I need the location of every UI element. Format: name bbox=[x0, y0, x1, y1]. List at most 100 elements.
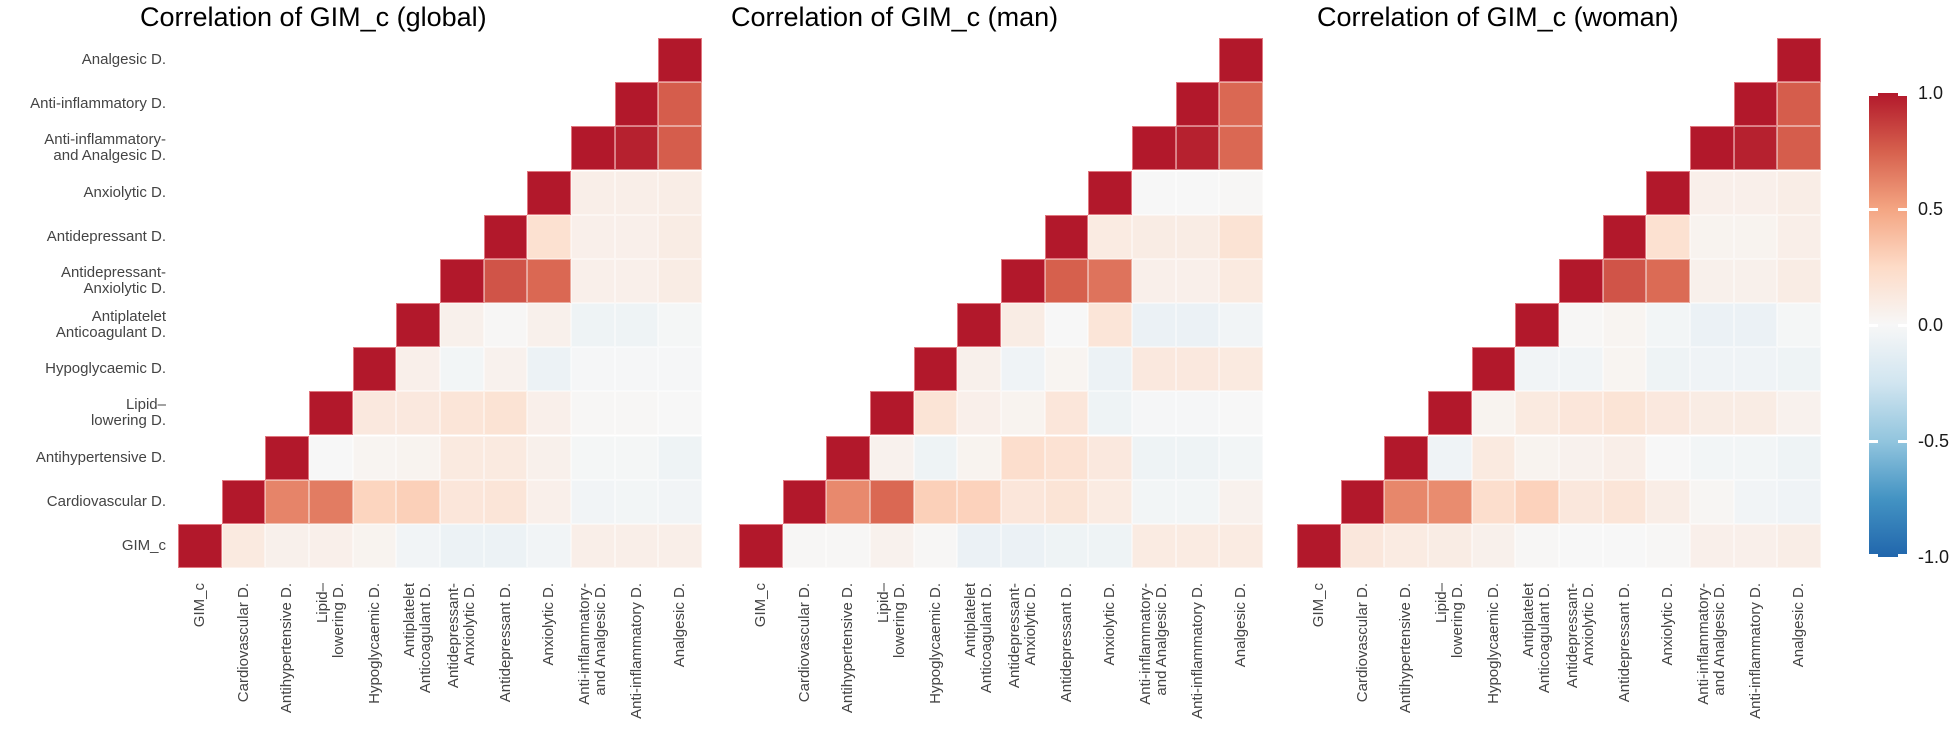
heatmap-cell bbox=[1044, 303, 1089, 348]
heatmap-cell bbox=[1219, 82, 1263, 127]
x-axis-label: Antiplatelet Anticoagulant D. bbox=[1520, 583, 1554, 694]
heatmap-cell bbox=[396, 523, 440, 568]
heatmap-cell bbox=[440, 435, 484, 480]
heatmap-cell bbox=[265, 435, 309, 480]
heatmap-cell bbox=[1132, 214, 1176, 259]
heatmap-cell bbox=[1777, 258, 1821, 303]
colorbar-tick-notch bbox=[1869, 439, 1878, 443]
heatmap-cell bbox=[396, 391, 440, 436]
heatmap-cell bbox=[309, 523, 353, 568]
heatmap-cell bbox=[658, 126, 702, 171]
heatmap-cell bbox=[1690, 479, 1734, 524]
heatmap-cell bbox=[1733, 435, 1778, 480]
heatmap-cell bbox=[1132, 258, 1176, 303]
x-axis-label: Anxiolytic D. bbox=[540, 583, 558, 666]
x-axis-label: Antidepressant D. bbox=[1057, 583, 1075, 703]
heatmap-cell bbox=[658, 435, 702, 480]
heatmap-cell bbox=[527, 258, 571, 303]
y-axis-label: Analgesic D. bbox=[81, 51, 166, 69]
heatmap-cell bbox=[571, 347, 615, 392]
heatmap-cell bbox=[1646, 347, 1690, 392]
x-axis-label: Antidepressant- Anxiolytic D. bbox=[1563, 583, 1597, 689]
heatmap-cell bbox=[1175, 126, 1220, 171]
heatmap-cell bbox=[1044, 391, 1089, 436]
heatmap-cell bbox=[483, 214, 528, 259]
heatmap-cell bbox=[1602, 523, 1647, 568]
heatmap-cell bbox=[440, 479, 484, 524]
heatmap-cell bbox=[1219, 38, 1263, 83]
heatmap-cell bbox=[1471, 435, 1516, 480]
heatmap-cell bbox=[1175, 258, 1220, 303]
heatmap-cell bbox=[527, 391, 571, 436]
heatmap-cell bbox=[1175, 82, 1220, 127]
heatmap-cell bbox=[309, 479, 353, 524]
heatmap-cell bbox=[1602, 479, 1647, 524]
heatmap-cell bbox=[1602, 258, 1647, 303]
heatmap-cell bbox=[1733, 479, 1778, 524]
heatmap-cell bbox=[957, 391, 1001, 436]
heatmap-cell bbox=[658, 391, 702, 436]
x-axis-label: Antidepressant D. bbox=[496, 583, 514, 703]
heatmap-cell bbox=[1219, 435, 1263, 480]
colorbar-tick-label: 0.5 bbox=[1918, 199, 1944, 219]
heatmap-cell bbox=[527, 214, 571, 259]
heatmap-cell bbox=[483, 523, 528, 568]
x-axis-label: Cardiovascular D. bbox=[795, 583, 813, 703]
y-axis-label: Anti-inflammatory D. bbox=[30, 95, 166, 113]
heatmap-cell bbox=[440, 347, 484, 392]
heatmap-cell bbox=[1175, 391, 1220, 436]
heatmap-cell bbox=[309, 391, 353, 436]
heatmap-cell bbox=[1001, 303, 1045, 348]
heatmap-cell bbox=[1777, 479, 1821, 524]
heatmap-cell bbox=[1088, 391, 1132, 436]
heatmap-cell bbox=[1132, 435, 1176, 480]
heatmap-cell bbox=[870, 391, 914, 436]
colorbar-tick-label: 1.0 bbox=[1918, 83, 1944, 103]
heatmap-cell bbox=[440, 258, 484, 303]
heatmap-cell bbox=[1602, 303, 1647, 348]
heatmap-cell bbox=[483, 435, 528, 480]
heatmap-cell bbox=[614, 347, 659, 392]
heatmap-cell bbox=[870, 435, 914, 480]
heatmap-cell bbox=[1602, 214, 1647, 259]
heatmap-cell bbox=[614, 435, 659, 480]
heatmap-cell bbox=[1515, 303, 1559, 348]
x-axis-label: Hypoglycaemic D. bbox=[1484, 583, 1502, 704]
heatmap-cell bbox=[527, 479, 571, 524]
heatmap-cell bbox=[1515, 391, 1559, 436]
heatmap-cell bbox=[1175, 479, 1220, 524]
heatmap-cell bbox=[1132, 126, 1176, 171]
x-axis-label: GIM_c bbox=[751, 583, 769, 628]
y-axis-label: Antidepressant D. bbox=[46, 227, 166, 245]
heatmap-cell bbox=[1088, 523, 1132, 568]
x-axis-label: Analgesic D. bbox=[1232, 583, 1250, 668]
heatmap-cell bbox=[1219, 126, 1263, 171]
heatmap-cell bbox=[957, 479, 1001, 524]
heatmap-cell bbox=[614, 170, 659, 215]
heatmap-cell bbox=[571, 303, 615, 348]
heatmap-cell bbox=[1777, 82, 1821, 127]
heatmap-cell bbox=[1001, 347, 1045, 392]
colorbar-tick-notch bbox=[1869, 93, 1878, 96]
heatmap-cell bbox=[1088, 170, 1132, 215]
heatmap-cell bbox=[483, 347, 528, 392]
heatmap-cell bbox=[527, 347, 571, 392]
heatmap-cell bbox=[826, 479, 870, 524]
heatmap-cell bbox=[1175, 435, 1220, 480]
heatmap-cell bbox=[614, 391, 659, 436]
heatmap-cell bbox=[1646, 523, 1690, 568]
heatmap-cell bbox=[913, 479, 958, 524]
heatmap-cell bbox=[571, 435, 615, 480]
heatmap-cell bbox=[352, 479, 397, 524]
colorbar-tick-label: -0.5 bbox=[1918, 431, 1950, 451]
heatmap-cell bbox=[1132, 479, 1176, 524]
x-axis-label: Antiplatelet Anticoagulant D. bbox=[401, 583, 435, 694]
y-axis-label: Antiplatelet Anticoagulant D. bbox=[55, 308, 166, 342]
x-axis-label: Antidepressant- Anxiolytic D. bbox=[444, 583, 478, 689]
x-axis-label: GIM_c bbox=[190, 583, 208, 628]
heatmap-cell bbox=[1602, 347, 1647, 392]
heatmap-cell bbox=[1175, 523, 1220, 568]
heatmap-cell bbox=[1219, 523, 1263, 568]
heatmap-cell bbox=[826, 435, 870, 480]
x-axis-label: Analgesic D. bbox=[671, 583, 689, 668]
